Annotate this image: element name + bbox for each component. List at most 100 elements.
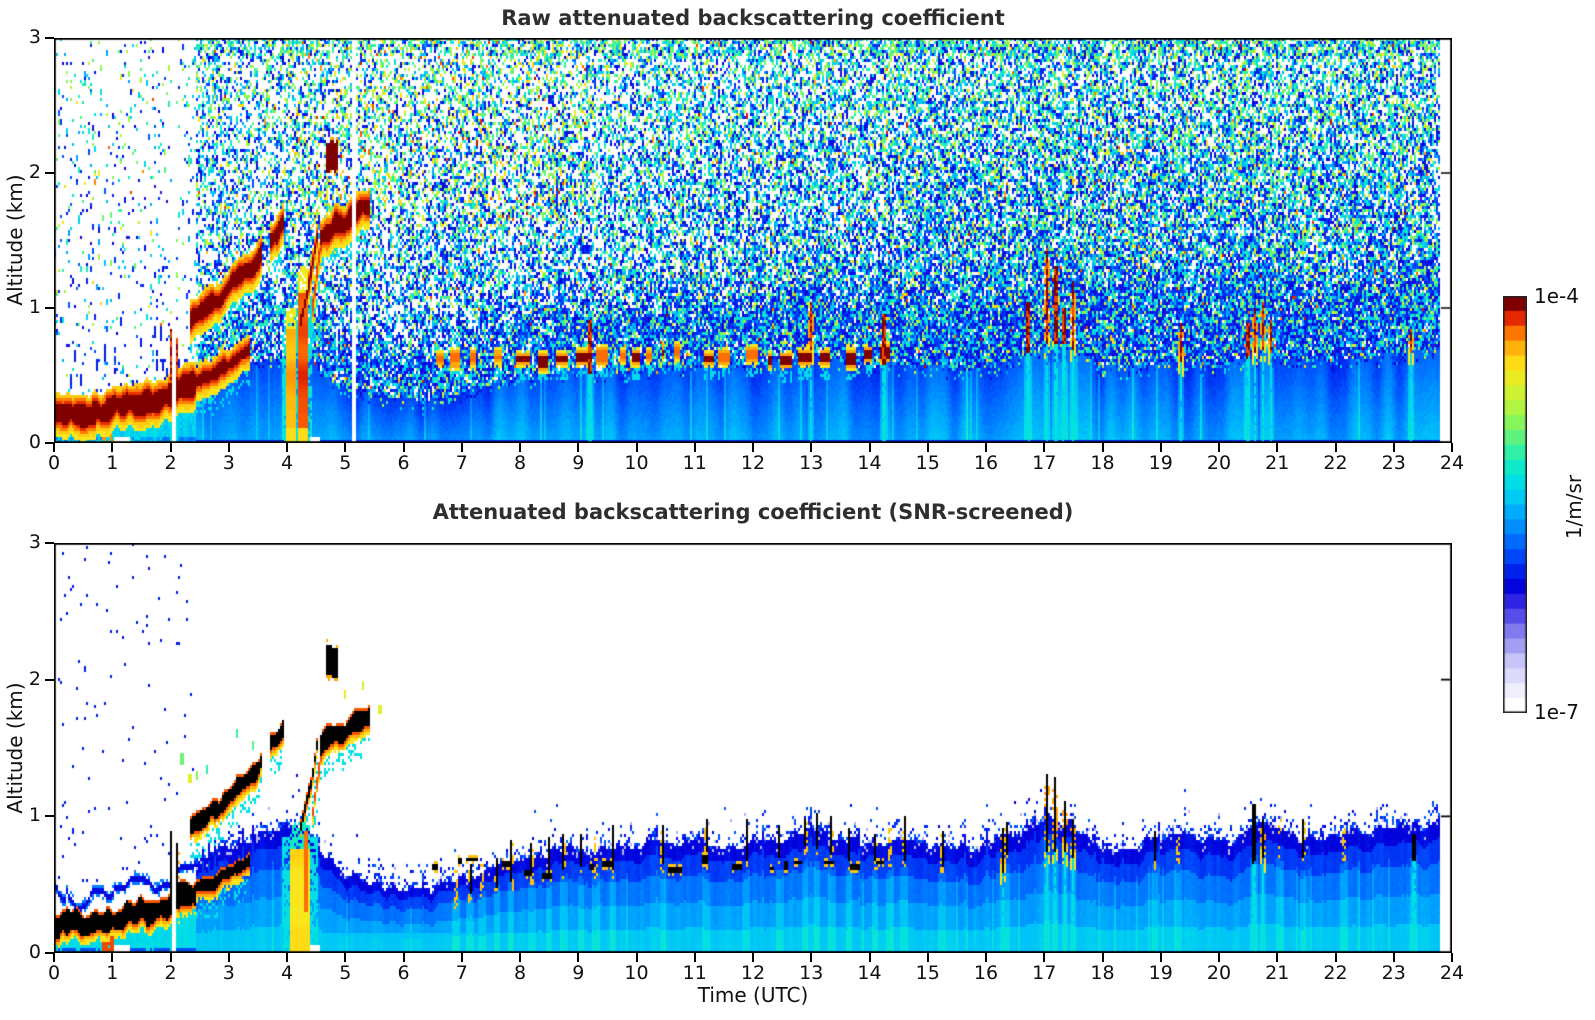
x-tick-label: 11 — [682, 452, 707, 474]
x-tick-label: 3 — [222, 962, 235, 984]
x-tick-label: 8 — [513, 962, 527, 984]
x-tick-mark — [286, 953, 288, 962]
x-tick-label: 7 — [455, 452, 468, 474]
y-tick-mark — [45, 542, 54, 544]
x-tick-label: 23 — [1381, 452, 1406, 474]
x-tick-mark — [1101, 953, 1104, 962]
x-tick-mark — [752, 953, 754, 962]
x-tick-mark — [1159, 953, 1162, 962]
x-tick-label: 20 — [1206, 452, 1232, 474]
x-axis-label: Time (UTC) — [697, 983, 809, 1007]
y-tick-mark — [45, 815, 54, 818]
x-tick-mark — [227, 953, 230, 962]
x-tick-mark — [53, 443, 55, 452]
y-tick-label: 0 — [28, 941, 41, 963]
x-tick-label: 2 — [164, 962, 177, 984]
y-tick-label: 2 — [28, 161, 41, 183]
x-tick-mark — [810, 953, 813, 962]
x-tick-label: 5 — [339, 962, 352, 984]
y-tick-mark — [45, 172, 54, 174]
x-tick-mark — [1451, 443, 1453, 452]
x-tick-mark — [985, 953, 987, 962]
x-tick-mark — [1043, 443, 1046, 452]
y-tick-mark — [45, 678, 54, 681]
x-tick-label: 6 — [397, 452, 410, 474]
x-tick-label: 8 — [513, 452, 527, 474]
x-tick-mark — [111, 443, 114, 452]
x-tick-mark — [1276, 953, 1279, 962]
x-tick-mark — [519, 953, 521, 962]
raw-heatmap-canvas — [54, 38, 1452, 443]
x-tick-label: 18 — [1090, 452, 1115, 474]
x-tick-mark — [577, 953, 580, 962]
x-tick-label: 13 — [799, 452, 824, 474]
x-tick-mark — [169, 443, 172, 452]
y-tick-mark — [45, 952, 54, 954]
x-tick-mark — [53, 953, 55, 962]
x-tick-label: 15 — [915, 452, 940, 474]
x-tick-mark — [344, 443, 347, 452]
x-tick-label: 2 — [164, 452, 177, 474]
x-tick-label: 22 — [1323, 962, 1348, 984]
x-tick-mark — [1218, 443, 1220, 452]
x-tick-label: 14 — [857, 962, 882, 984]
x-tick-label: 5 — [339, 452, 352, 474]
x-tick-mark — [1451, 953, 1453, 962]
y-tick-label: 1 — [28, 296, 41, 318]
x-tick-mark — [635, 443, 638, 452]
y-tick-mark — [45, 442, 54, 444]
x-tick-label: 12 — [740, 452, 766, 474]
x-tick-mark — [1159, 443, 1162, 452]
x-tick-mark — [286, 443, 288, 452]
x-tick-mark — [1276, 443, 1279, 452]
x-tick-mark — [926, 443, 929, 452]
y-tick-label: 0 — [28, 431, 41, 453]
x-tick-mark — [1101, 443, 1104, 452]
x-tick-label: 17 — [1032, 962, 1057, 984]
x-tick-mark — [1392, 443, 1395, 452]
x-tick-label: 12 — [740, 962, 766, 984]
x-tick-mark — [577, 443, 580, 452]
x-tick-mark — [1218, 953, 1220, 962]
x-tick-mark — [693, 953, 696, 962]
y-tick-mark — [45, 37, 54, 39]
x-tick-mark — [1392, 953, 1395, 962]
y-tick-mark — [45, 307, 54, 309]
x-tick-label: 13 — [799, 962, 824, 984]
colorbar-units-label: 1/m/sr — [1562, 474, 1586, 540]
x-tick-mark — [926, 953, 929, 962]
x-tick-mark — [635, 953, 638, 962]
screened-heatmap-canvas — [54, 543, 1452, 953]
x-tick-label: 1 — [106, 452, 119, 474]
x-tick-label: 23 — [1381, 962, 1406, 984]
x-tick-label: 15 — [915, 962, 940, 984]
x-tick-mark — [752, 443, 754, 452]
x-tick-mark — [227, 443, 230, 452]
y-tick-label: 3 — [28, 531, 41, 553]
x-tick-label: 16 — [973, 452, 999, 474]
x-tick-mark — [1334, 953, 1337, 962]
y-tick-label: 1 — [28, 804, 41, 827]
x-tick-label: 9 — [572, 452, 585, 474]
x-tick-label: 21 — [1265, 452, 1290, 474]
y-tick-label: 3 — [28, 26, 41, 48]
x-tick-mark — [985, 443, 987, 452]
x-tick-label: 14 — [857, 452, 882, 474]
x-tick-label: 20 — [1206, 962, 1232, 984]
x-tick-mark — [344, 953, 347, 962]
x-tick-label: 10 — [624, 452, 649, 474]
x-tick-mark — [402, 953, 405, 962]
x-tick-label: 18 — [1090, 962, 1115, 984]
x-tick-mark — [810, 443, 813, 452]
x-tick-mark — [460, 443, 463, 452]
panel2-title: Attenuated backscattering coefficient (S… — [432, 500, 1074, 524]
x-tick-label: 24 — [1439, 962, 1465, 984]
x-tick-mark — [1334, 443, 1337, 452]
x-tick-label: 6 — [397, 962, 410, 984]
x-tick-mark — [111, 953, 114, 962]
x-tick-mark — [868, 953, 871, 962]
x-tick-label: 16 — [973, 962, 999, 984]
colorbar — [1503, 296, 1527, 713]
x-tick-label: 3 — [222, 452, 235, 474]
